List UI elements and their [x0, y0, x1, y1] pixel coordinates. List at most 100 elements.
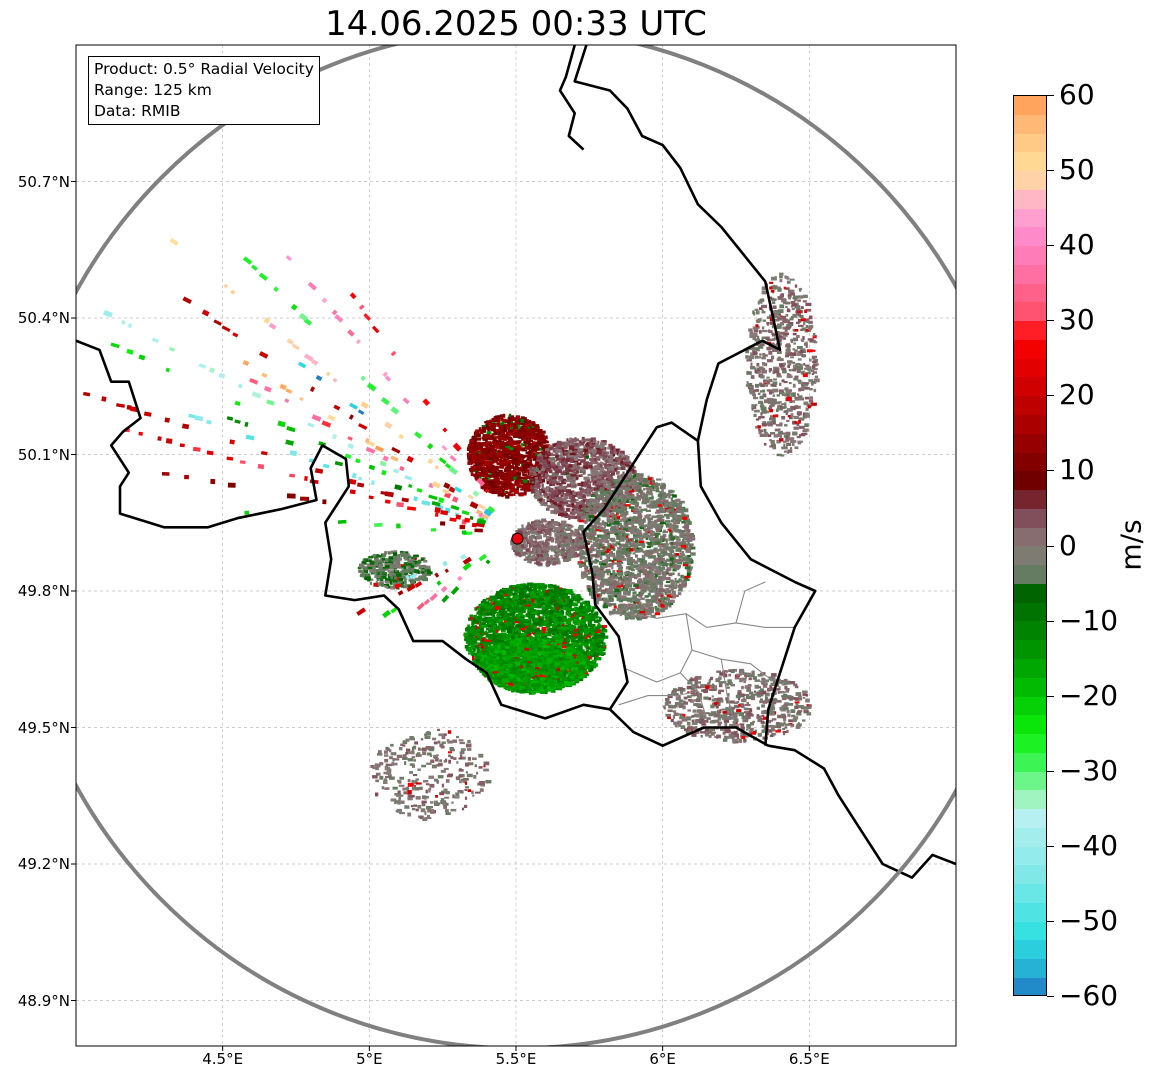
echo-cell: [553, 508, 558, 512]
echo-cell: [545, 444, 551, 448]
echo-cell: [568, 494, 571, 497]
echo-cell: [555, 486, 559, 491]
echo-cell: [484, 460, 491, 465]
echo-cell: [522, 473, 528, 477]
echo-cell: [485, 425, 489, 429]
echo-cell: [596, 482, 600, 486]
echo-cell: [556, 462, 560, 466]
echo-cell: [476, 442, 480, 446]
echo-cell: [490, 451, 496, 456]
echo-cell: [597, 647, 604, 650]
echo-cell: [474, 655, 480, 659]
echo-cell: [508, 493, 512, 497]
echo-cell: [488, 639, 493, 644]
echo-cell: [528, 689, 533, 693]
echo-cell: [600, 442, 606, 446]
echo-cell: [568, 657, 571, 661]
echo-cell: [484, 471, 489, 476]
echo-cell: [496, 441, 499, 445]
echo-cell: [528, 489, 533, 492]
echo-cell: [530, 594, 533, 599]
echo-cell: [565, 468, 569, 472]
echo-cell: [469, 643, 472, 647]
echo-cell: [516, 600, 523, 604]
echo-cell: [539, 475, 543, 480]
echo-cell: [570, 682, 576, 686]
echo-cell: [485, 423, 489, 426]
echo-cell: [513, 429, 517, 433]
echo-cell: [506, 617, 512, 621]
echo-cell: [605, 487, 611, 492]
echo-cell: [579, 442, 584, 445]
echo-cell: [576, 643, 583, 648]
echo-cell: [474, 462, 481, 466]
echo-cell: [550, 495, 556, 500]
echo-cell: [501, 626, 507, 630]
echo-cell: [483, 483, 486, 486]
echo-cell: [592, 448, 597, 452]
echo-cell: [561, 602, 567, 605]
echo-cell: [481, 617, 486, 622]
echo-cell: [583, 503, 589, 507]
echo-cell: [574, 445, 580, 449]
echo-cell: [573, 468, 579, 471]
echo-cell: [475, 619, 478, 624]
echo-cell: [597, 641, 604, 644]
echo-cell: [574, 499, 579, 502]
echo-cell: [581, 495, 587, 498]
echo-cell: [518, 480, 524, 483]
echo-cell: [519, 431, 522, 435]
echo-cell: [622, 474, 625, 478]
echo-cell: [498, 480, 503, 484]
echo-cell: [542, 602, 545, 605]
echo-cell: [612, 453, 616, 457]
echo-cell: [488, 425, 494, 430]
echo-cell: [523, 434, 528, 438]
echo-cell: [583, 630, 590, 634]
echo-cell: [595, 634, 600, 638]
echo-cell: [563, 501, 568, 504]
echo-cell: [601, 640, 604, 644]
echo-cell: [579, 487, 583, 490]
echo-cell: [497, 449, 501, 454]
echo-cell: [594, 635, 597, 639]
echo-cell: [561, 479, 564, 483]
echo-cell: [559, 479, 562, 483]
echo-cell: [474, 644, 478, 649]
echo-cell: [523, 441, 530, 444]
echo-cell: [599, 445, 605, 449]
echo-cell: [529, 434, 534, 437]
echo-cell: [579, 441, 585, 444]
echo-cell: [533, 625, 537, 629]
echo-cell: [575, 438, 580, 442]
echo-cell: [587, 488, 593, 491]
echo-cell: [528, 420, 532, 424]
echo-cell: [472, 450, 477, 454]
echo-cell: [547, 600, 553, 604]
echo-cell: [555, 624, 558, 628]
echo-cell: [548, 451, 551, 454]
echo-cell: [550, 461, 556, 466]
echo-cell: [575, 454, 582, 457]
echo-cell: [537, 676, 542, 680]
echo-cell: [491, 425, 496, 429]
echo-cell: [513, 473, 518, 477]
echo-cell: [627, 470, 632, 475]
echo-cell: [577, 600, 581, 604]
echo-cell: [508, 459, 515, 464]
echo-cell: [625, 461, 632, 465]
echo-cell: [577, 511, 584, 514]
echo-cell: [540, 602, 544, 605]
echo-cell: [594, 444, 601, 448]
echo-cell: [593, 454, 597, 458]
echo-cell: [566, 438, 569, 441]
echo-cell: [615, 463, 618, 467]
velocity-echoes: [83, 238, 820, 822]
echo-cell: [535, 634, 540, 637]
echo-cell: [524, 593, 530, 597]
echo-cell: [599, 464, 603, 468]
echo-cell: [506, 636, 511, 641]
echo-cell: [615, 449, 619, 452]
echo-cell: [493, 454, 499, 459]
echo-cell: [513, 493, 516, 496]
